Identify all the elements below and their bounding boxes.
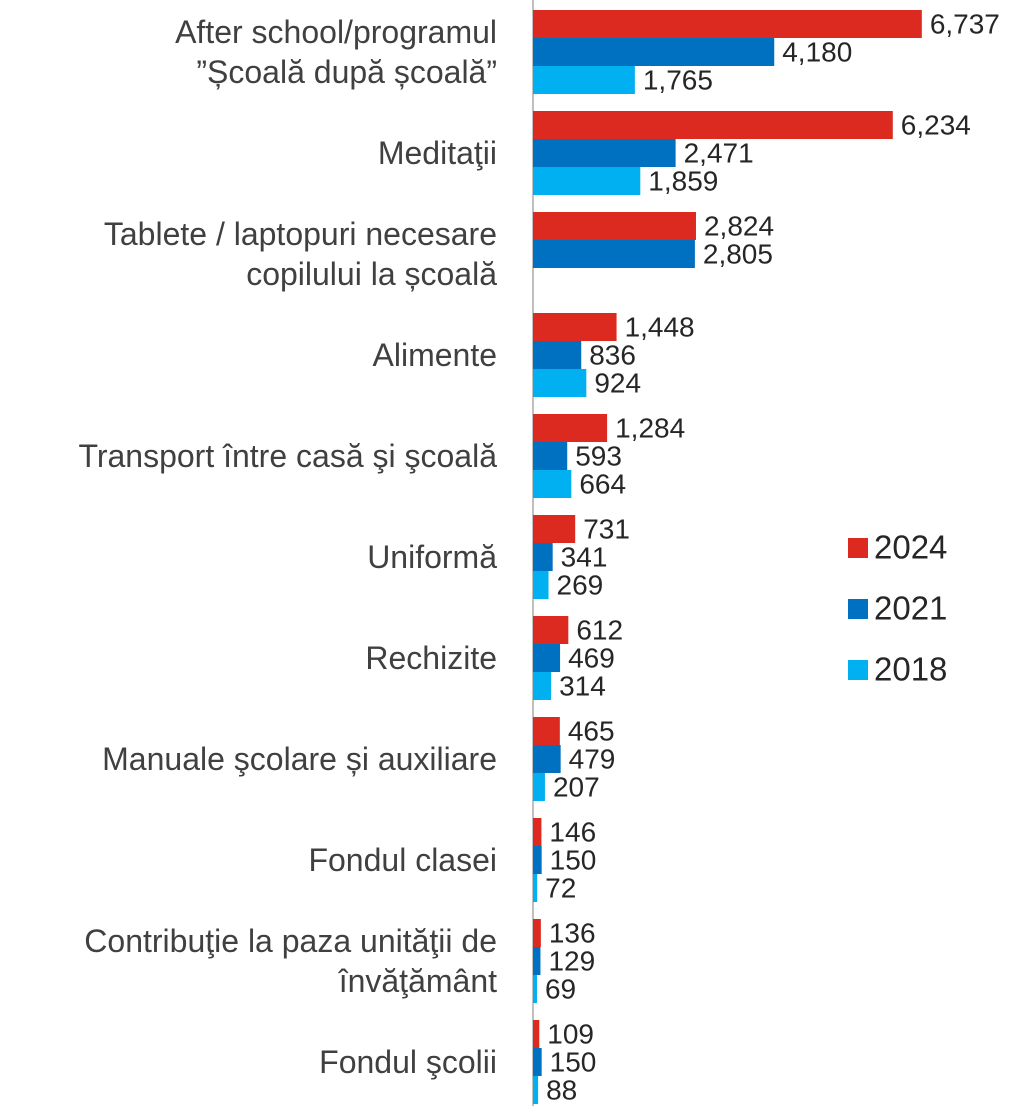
value-label: 465: [568, 715, 615, 746]
bar: [533, 369, 587, 397]
category-label: Tablete / laptopuri necesare copilului l…: [103, 216, 497, 292]
category-label: Fondul şcolii: [319, 1044, 497, 1080]
value-label: 731: [583, 513, 630, 544]
bar: [533, 919, 541, 947]
value-label: 612: [576, 614, 623, 645]
bar: [533, 1048, 542, 1076]
bar: [533, 543, 553, 571]
category-label: Fondul clasei: [308, 842, 497, 878]
value-label: 109: [547, 1018, 594, 1049]
legend-label: 2024: [874, 529, 947, 566]
bar: [533, 773, 545, 801]
value-label: 88: [546, 1074, 577, 1105]
bar: [533, 313, 617, 341]
category-label: Meditaţii: [377, 135, 497, 171]
bar: [533, 571, 549, 599]
value-label: 6,234: [901, 109, 971, 140]
value-label: 314: [559, 670, 606, 701]
bar: [533, 717, 560, 745]
bar: [533, 240, 695, 268]
bar: [533, 38, 775, 66]
value-label: 69: [545, 973, 576, 1004]
bar: [533, 515, 576, 543]
bar: [533, 874, 538, 902]
value-label: 593: [575, 440, 622, 471]
bar: [533, 167, 641, 195]
category-label: Manuale şcolare și auxiliare: [102, 741, 497, 777]
bar: [533, 1076, 539, 1104]
legend-label: 2021: [874, 590, 947, 627]
category-label: Rechizite: [365, 640, 497, 676]
value-label: 6,737: [930, 8, 1000, 39]
category-label: Contribuţie la paza unităţii de învăţămâ…: [84, 923, 497, 999]
value-label: 2,824: [704, 210, 774, 241]
value-label: 1,448: [625, 311, 695, 342]
bar: [533, 616, 569, 644]
value-label: 150: [550, 844, 597, 875]
value-label: 1,284: [615, 412, 685, 443]
bar: [533, 111, 893, 139]
bar: [533, 212, 696, 240]
value-label: 924: [594, 367, 641, 398]
bar: [533, 975, 537, 1003]
value-label: 341: [561, 541, 608, 572]
legend-swatch: [848, 599, 868, 619]
bar: [533, 442, 568, 470]
category-label: Transport între casă şi şcoală: [78, 438, 497, 474]
value-label: 72: [545, 872, 576, 903]
bar: [533, 414, 608, 442]
category-label: Uniformă: [367, 539, 497, 575]
value-label: 479: [569, 743, 616, 774]
bar: [533, 947, 541, 975]
value-label: 4,180: [782, 36, 852, 67]
legend-label: 2018: [874, 651, 947, 688]
value-label: 207: [553, 771, 600, 802]
bar: [533, 818, 542, 846]
bar: [533, 672, 552, 700]
category-label: After school/programul ”Școală după școa…: [175, 14, 497, 90]
value-label: 269: [557, 569, 604, 600]
value-label: 129: [548, 945, 595, 976]
bar: [533, 1020, 540, 1048]
value-label: 2,471: [684, 137, 754, 168]
value-label: 2,805: [703, 238, 773, 269]
bar: [533, 745, 561, 773]
legend-swatch: [848, 538, 868, 558]
value-label: 1,765: [643, 64, 713, 95]
value-label: 469: [568, 642, 615, 673]
bar: [533, 139, 676, 167]
value-label: 136: [549, 917, 596, 948]
bar: [533, 846, 542, 874]
bar: [533, 470, 572, 498]
bar: [533, 341, 582, 369]
value-label: 150: [550, 1046, 597, 1077]
value-label: 836: [589, 339, 636, 370]
category-label: Alimente: [372, 337, 498, 373]
bar: [533, 10, 922, 38]
value-label: 146: [549, 816, 596, 847]
legend-swatch: [848, 660, 868, 680]
value-label: 1,859: [648, 165, 718, 196]
bar: [533, 66, 635, 94]
bar: [533, 644, 561, 672]
value-label: 664: [579, 468, 626, 499]
